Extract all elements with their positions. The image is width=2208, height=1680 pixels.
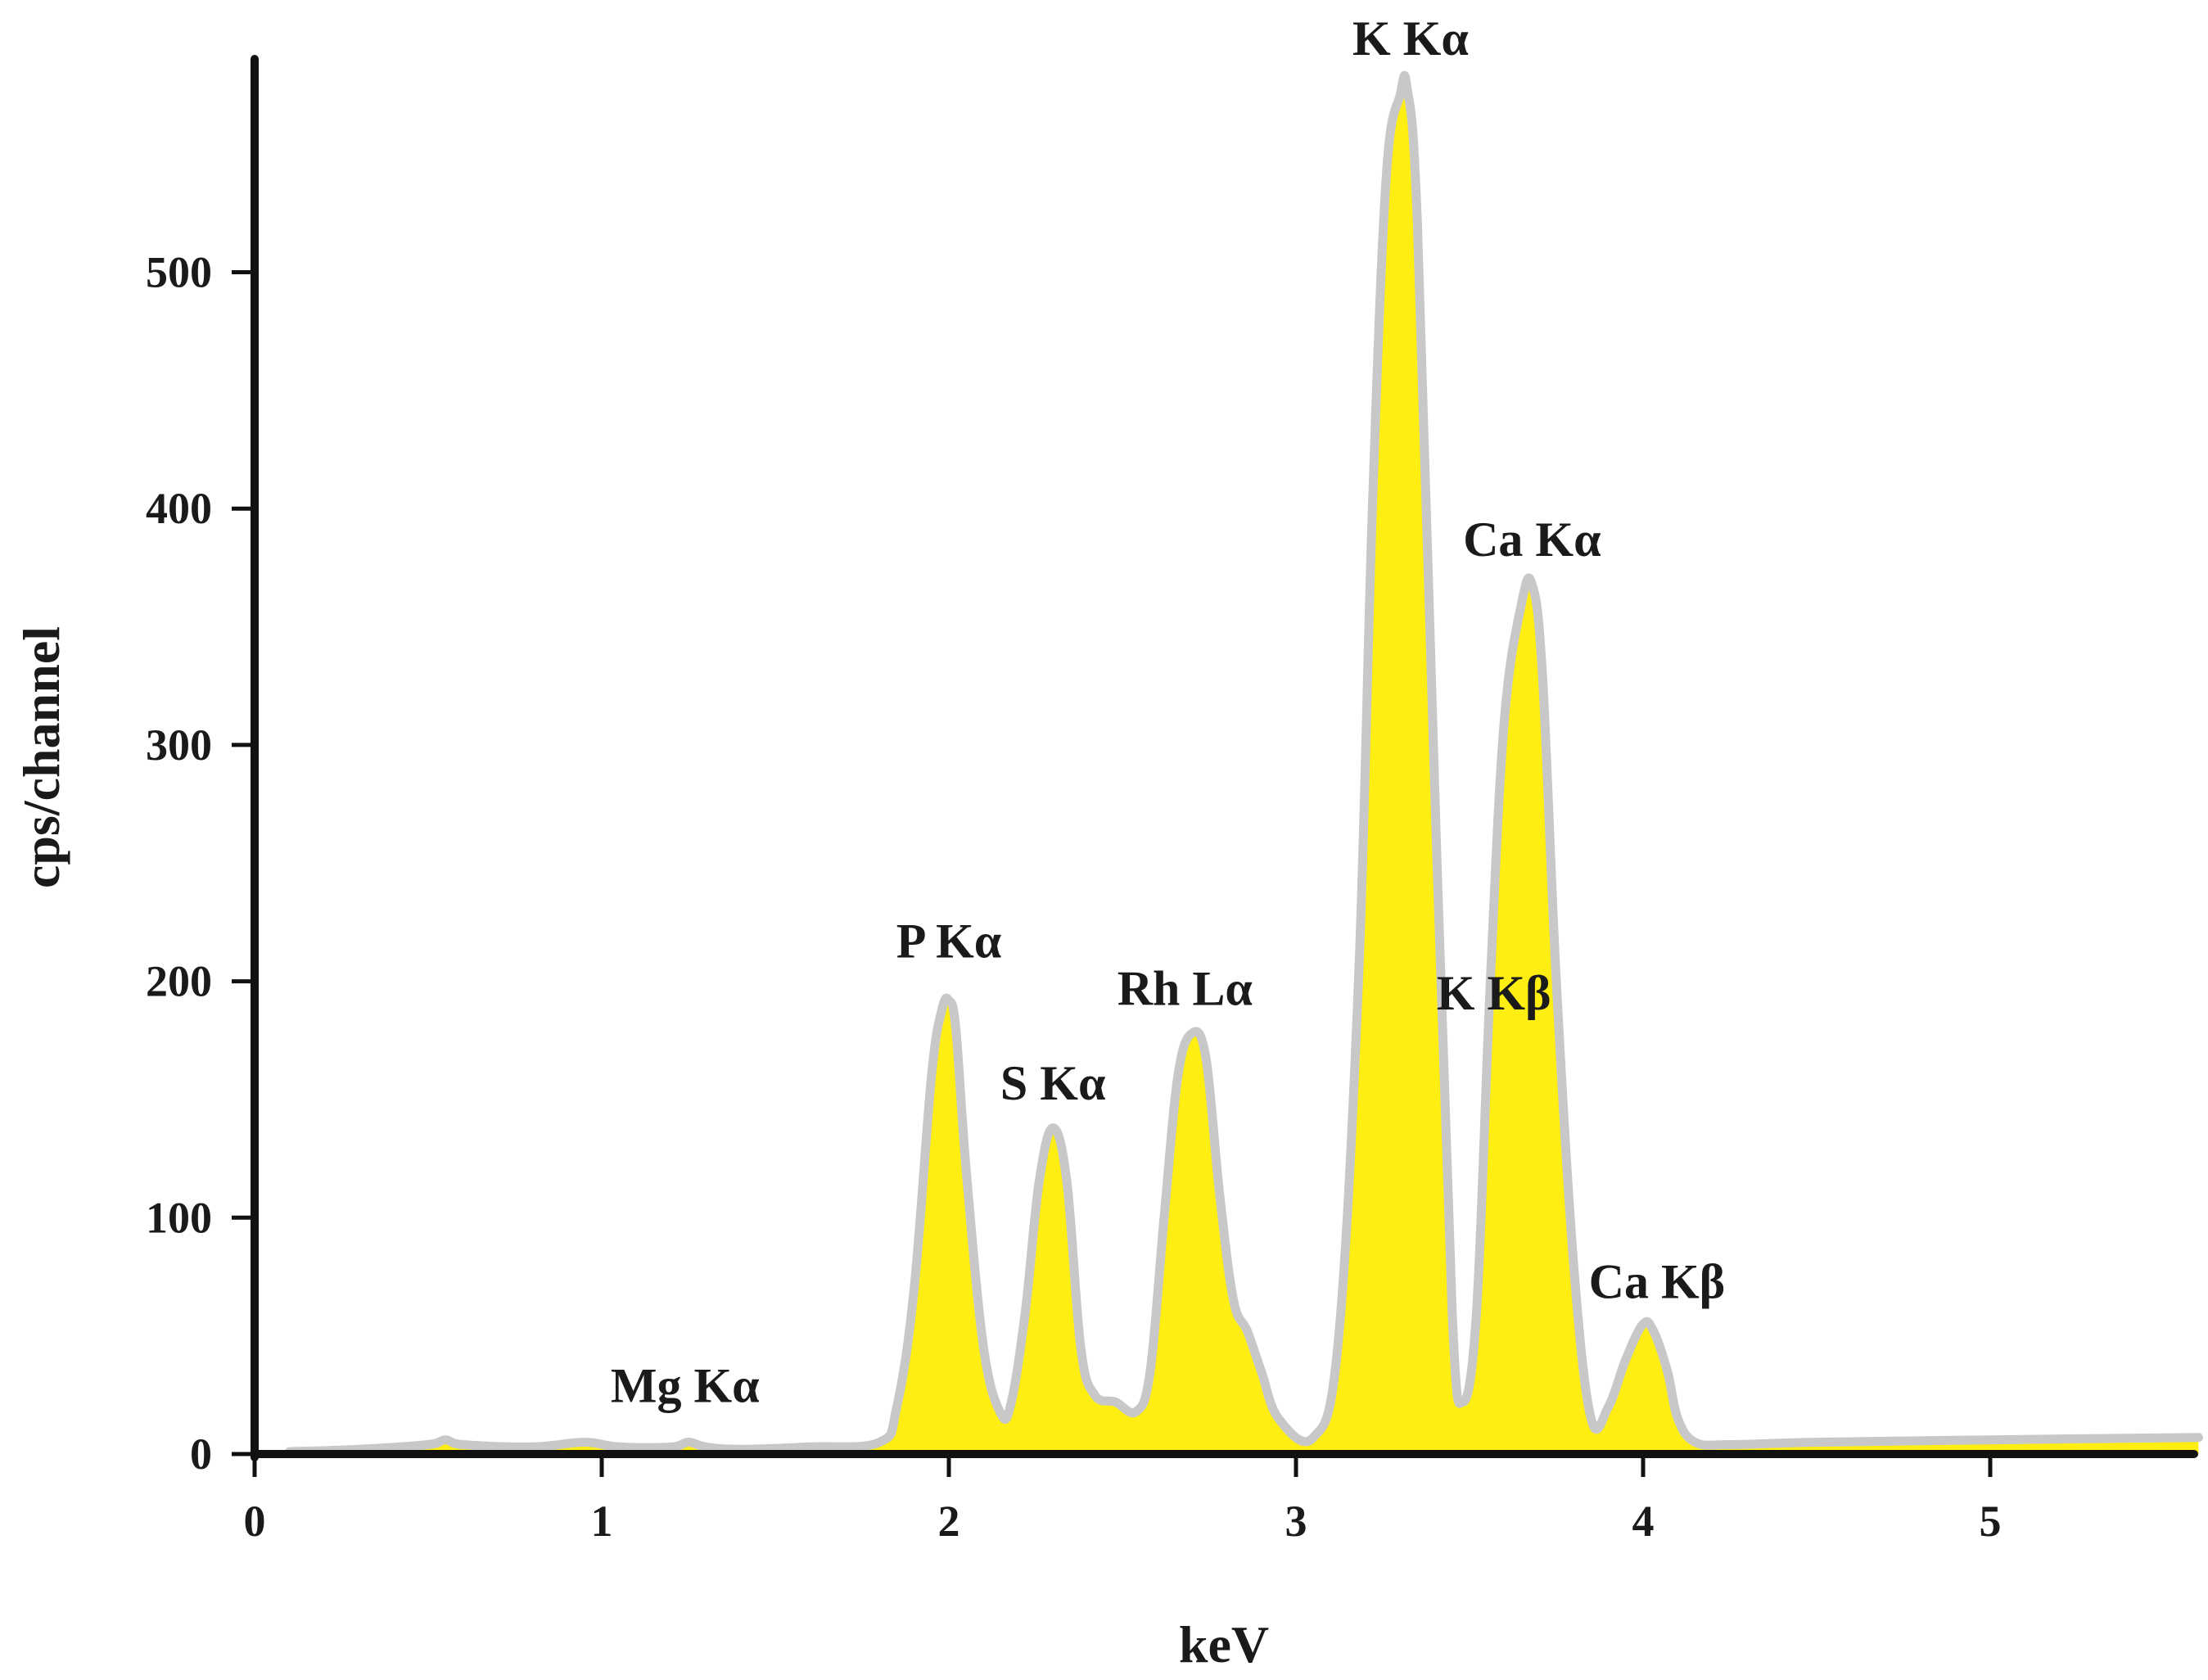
x-tick-label: 0 <box>244 1497 266 1546</box>
x-tick-label: 5 <box>1980 1497 2002 1546</box>
y-tick-label: 100 <box>146 1193 212 1242</box>
peak-label: P Kα <box>896 915 1002 969</box>
peak-label: Ca Kα <box>1463 513 1601 567</box>
peak-label: Rh Lα <box>1118 961 1253 1015</box>
ticks-layer: 0 1 2 3 4 5 0 100 200 300 400 500 <box>146 248 2002 1547</box>
x-tick-label: 1 <box>591 1497 613 1546</box>
peak-label: K Kβ <box>1437 966 1551 1020</box>
x-tick-label: 2 <box>938 1497 960 1546</box>
peak-label: S Kα <box>1000 1056 1106 1110</box>
spectrum-line-0 <box>284 70 2203 1456</box>
axes-layer <box>251 55 2198 1461</box>
y-axis-title: cps/channel <box>12 626 70 888</box>
peak-label: Ca Kβ <box>1589 1254 1726 1308</box>
peak-label: Mg Kα <box>611 1358 760 1412</box>
spectrum-fill-0 <box>289 75 2199 1454</box>
y-tick-label: 300 <box>146 720 212 770</box>
x-tick-label: 4 <box>1632 1497 1655 1546</box>
peak-label: K Kα <box>1352 11 1469 65</box>
y-tick-label: 400 <box>146 484 212 533</box>
y-tick-label: 500 <box>146 248 212 297</box>
spectrum-area-layer <box>284 70 2203 1456</box>
x-tick-label: 3 <box>1285 1497 1307 1546</box>
y-tick-label: 200 <box>146 957 212 1006</box>
x-axis-title: keV <box>1179 1615 1269 1673</box>
y-tick-label: 0 <box>190 1429 212 1479</box>
